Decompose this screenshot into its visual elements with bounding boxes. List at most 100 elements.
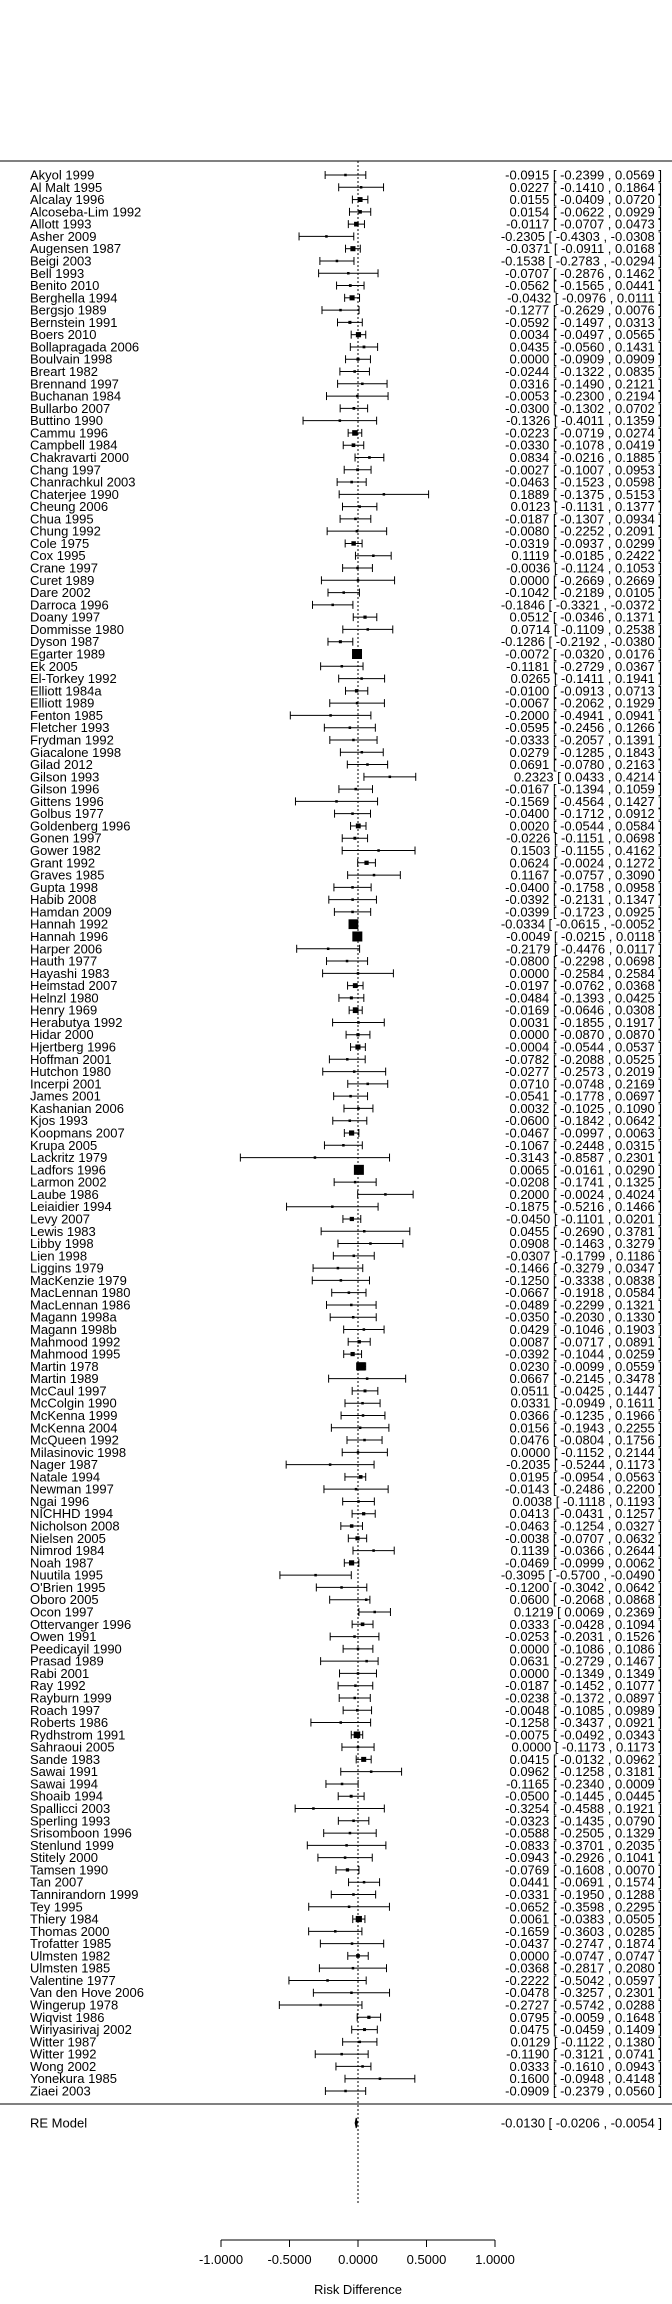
ci-text: 0.0476 [ -0.0804 , 0.1756 ] [509, 1433, 662, 1448]
ci-text: 0.0429 [ -0.1046 , 0.1903 ] [509, 1322, 662, 1337]
study-row: Witter 1992 -0.1190 [ -0.3121 , 0.0741 ] [30, 2047, 662, 2062]
point-estimate [352, 406, 356, 410]
point-estimate [361, 382, 364, 386]
study-label: Fletcher 1993 [30, 720, 110, 735]
point-estimate [349, 1130, 355, 1136]
ci-text: -0.0167 [ -0.1394 , 0.1059 ] [505, 782, 662, 797]
ci-text: -0.0253 [ -0.2031 , 0.1526 ] [505, 1629, 662, 1644]
ci-text: -0.0100 [ -0.0913 , 0.0713 ] [505, 683, 662, 698]
study-label: Thomas 2000 [30, 1924, 110, 1939]
study-row: Nager 1987 -0.2035 [ -0.5244 , 0.1173 ] [30, 1457, 662, 1472]
study-row: MacLennan 1980 -0.0667 [ -0.1918 , 0.0584… [30, 1285, 662, 1300]
ci-text: 0.0265 [ -0.1411 , 0.1941 ] [510, 671, 662, 686]
study-row: Nielsen 2005 -0.0038 [ -0.0707 , 0.0632 ] [30, 1531, 662, 1546]
ci-text: -0.0187 [ -0.1452 , 0.1077 ] [505, 1678, 662, 1693]
ci-text: 0.0475 [ -0.0459 , 0.1409 ] [509, 2022, 662, 2037]
point-estimate [356, 1451, 360, 1454]
point-estimate [352, 983, 358, 989]
study-row: Ocon 1997 0.1219 [ 0.0069 , 0.2369 ] [30, 1605, 662, 1620]
point-estimate [355, 1044, 361, 1050]
study-row: Liggins 1979 -0.1466 [ -0.3279 , 0.0347 ] [30, 1261, 662, 1276]
point-estimate [362, 345, 366, 349]
study-label: Bollapragada 2006 [30, 339, 139, 354]
ci-text: 0.0631 [ -0.2729 , 0.1467 ] [509, 1654, 662, 1669]
study-label: Mahmood 1995 [30, 1347, 120, 1362]
point-estimate [372, 1549, 375, 1552]
study-label: Chaterjee 1990 [30, 487, 119, 502]
study-label: Curet 1989 [30, 573, 94, 588]
study-row: Elliott 1984a -0.0100 [ -0.0913 , 0.0713 … [30, 683, 662, 698]
ci-text: 0.0000 [ -0.0870 , 0.0870 ] [509, 1027, 662, 1042]
ci-text: 0.0834 [ -0.0216 , 0.1885 ] [509, 450, 662, 465]
study-row: Gupta 1998 -0.0400 [ -0.1758 , 0.0958 ] [30, 880, 662, 895]
point-estimate [356, 394, 359, 398]
point-estimate [369, 1770, 373, 1773]
ci-text: -0.0048 [ -0.1085 , 0.0989 ] [505, 1703, 662, 1718]
study-label: Akyol 1999 [30, 168, 94, 183]
point-estimate [359, 186, 363, 189]
study-label: Wingerup 1978 [30, 1998, 118, 2013]
study-row: Doany 1997 0.0512 [ -0.0346 , 0.1371 ] [30, 610, 662, 625]
study-label: Sawai 1994 [30, 1776, 98, 1791]
ci-text: -0.0226 [ -0.1151 , 0.0698 ] [506, 831, 662, 846]
study-label: Lackritz 1979 [30, 1150, 107, 1165]
x-tick-label: 0.0000 [338, 2252, 378, 2267]
ci-text: -0.0489 [ -0.2299 , 0.1321 ] [505, 1297, 662, 1312]
study-label: Habib 2008 [30, 892, 97, 907]
ci-text: -0.1846 [ -0.3321 , -0.0372 ] [501, 597, 662, 612]
study-row: Srisomboon 1996 -0.0588 [ -0.2505 , 0.132… [30, 1826, 662, 1841]
study-label: Spallicci 2003 [30, 1801, 110, 1816]
study-row: El-Torkey 1992 0.0265 [ -0.1411 , 0.1941 … [30, 671, 662, 686]
study-label: Yonekura 1985 [30, 2071, 117, 2086]
point-estimate [358, 1426, 362, 1430]
point-estimate [372, 873, 376, 877]
ci-text: -0.0915 [ -0.2399 , 0.0569 ] [505, 168, 662, 183]
point-estimate [348, 1831, 352, 1835]
study-row: Kjos 1993 -0.0600 [ -0.1842 , 0.0642 ] [30, 1113, 662, 1128]
ci-text: -0.0350 [ -0.2030 , 0.1330 ] [505, 1310, 662, 1325]
study-label: Gilson 1993 [30, 769, 99, 784]
study-row: Fenton 1985 -0.2000 [ -0.4941 , 0.0941 ] [30, 708, 662, 723]
ci-text: 0.0000 [ -0.0909 , 0.0909 ] [509, 352, 662, 367]
point-estimate [362, 1328, 366, 1331]
point-estimate [350, 480, 353, 484]
point-estimate [360, 1622, 365, 1627]
point-estimate [351, 1315, 355, 1319]
study-label: Breart 1982 [30, 364, 98, 379]
study-row: NICHHD 1994 0.0413 [ -0.0431 , 0.1257 ] [30, 1506, 662, 1521]
point-estimate [335, 259, 339, 263]
study-label: Wiriyasirivaj 2002 [30, 2022, 132, 2037]
ci-text: -0.1659 [ -0.3603 , 0.0285 ] [505, 1924, 662, 1939]
study-label: Bullarbo 2007 [30, 401, 110, 416]
study-row: Gilson 1993 0.2323 [ 0.0433 , 0.4214 ] [30, 769, 662, 784]
study-label: Boers 2010 [30, 327, 97, 342]
point-estimate [331, 603, 334, 607]
study-label: Ulmsten 1982 [30, 1948, 110, 1963]
point-estimate [365, 1377, 369, 1380]
ci-text: -0.0334 [ -0.0615 , -0.0052 ] [501, 917, 662, 932]
point-estimate [348, 1119, 352, 1122]
point-estimate [344, 173, 347, 177]
point-estimate [349, 1094, 352, 1098]
study-row: Habib 2008 -0.0392 [ -0.2131 , 0.1347 ] [30, 892, 662, 907]
study-label: Rayburn 1999 [30, 1690, 112, 1705]
study-row: Boulvain 1998 0.0000 [ -0.0909 , 0.0909 ] [30, 352, 662, 367]
ci-text: -0.0117 [ -0.0707 , 0.0473 ] [506, 217, 662, 232]
study-row: Gower 1982 0.1503 [ -0.1155 , 0.4162 ] [30, 843, 662, 858]
study-label: Libby 1998 [30, 1236, 94, 1251]
ci-text: -0.1286 [ -0.2192 , -0.0380 ] [501, 634, 662, 649]
study-label: Alcoseba-Lim 1992 [30, 204, 141, 219]
study-row: Martin 1989 0.0667 [ -0.2145 , 0.3478 ] [30, 1371, 662, 1386]
point-estimate [360, 677, 363, 680]
study-row: Wingerup 1978 -0.2727 [ -0.5742 , 0.0288 … [30, 1998, 662, 2013]
study-label: James 2001 [30, 1089, 101, 1104]
ci-text: -0.0562 [ -0.1565 , 0.0441 ] [505, 278, 662, 293]
point-estimate [352, 649, 363, 659]
study-label: Chang 1997 [30, 462, 101, 477]
ci-text: -0.0588 [ -0.2505 , 0.1329 ] [505, 1826, 662, 1841]
study-row: Augensen 1987 -0.0371 [ -0.0911 , 0.0168 … [30, 241, 662, 256]
point-estimate [348, 284, 352, 287]
study-label: Elliott 1984a [30, 683, 102, 698]
point-estimate [355, 823, 361, 829]
study-row: Rayburn 1999 -0.0238 [ -0.1372 , 0.0897 ] [30, 1690, 662, 1705]
